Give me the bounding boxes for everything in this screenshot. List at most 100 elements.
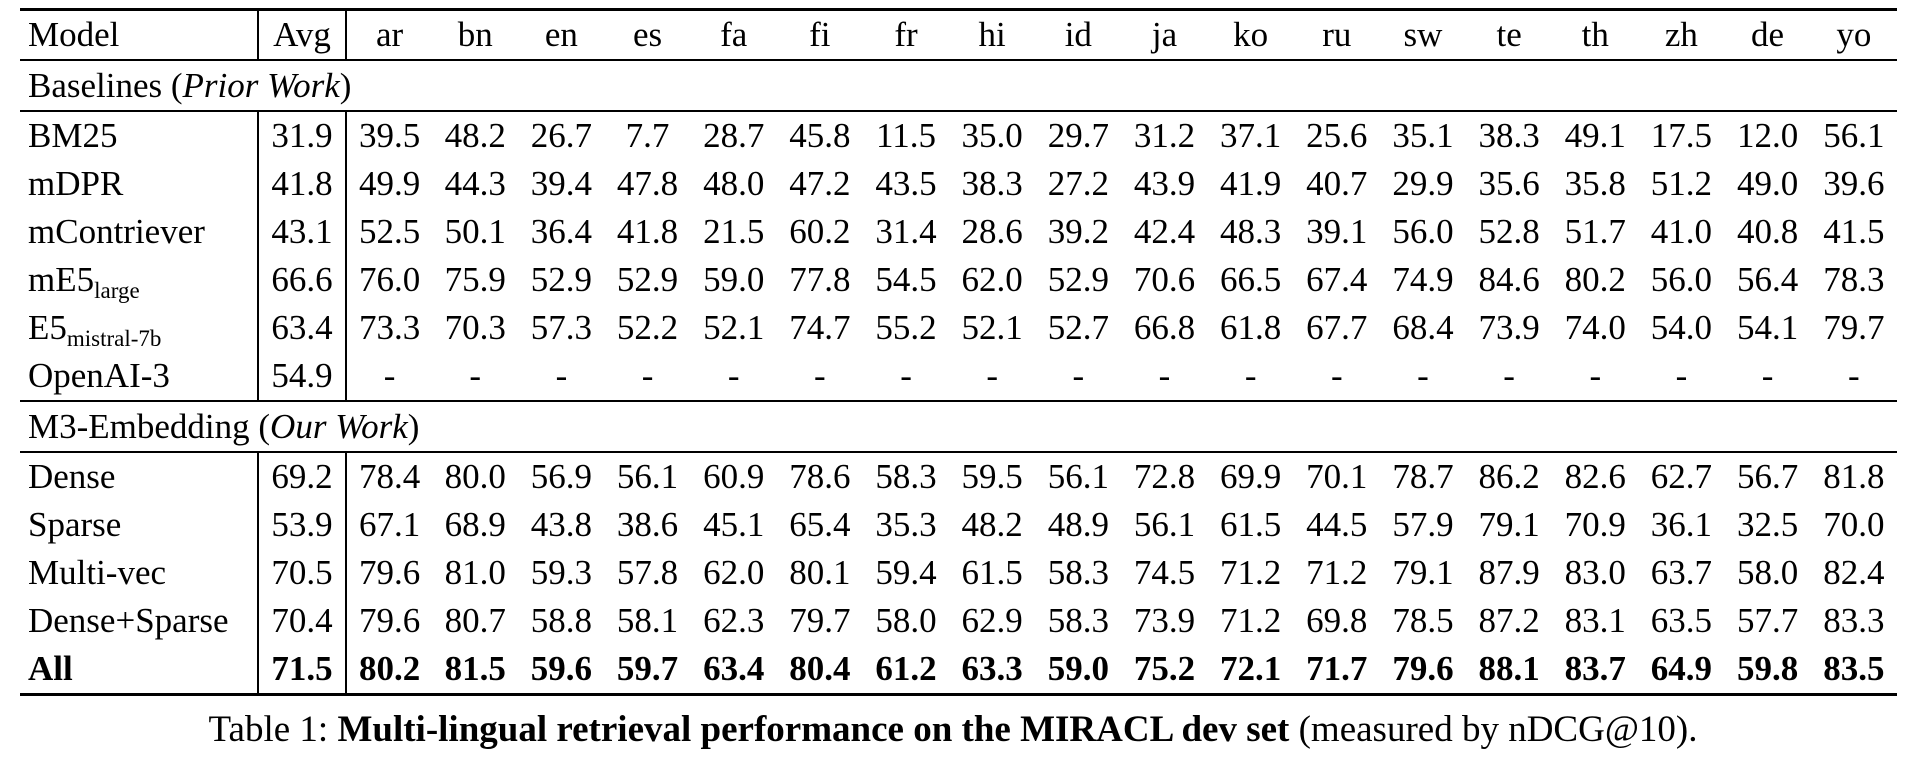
avg-cell: 31.9 [258,111,347,160]
table-body: Baselines (Prior Work) BM25 31.9 39.5 48.2 26… [20,60,1897,695]
score-cell-de: 56.7 [1736,457,1799,496]
score-cell-de: 56.4 [1736,260,1799,299]
table-row: Dense+Sparse 70.4 79.6 80.7 58.8 58.1 62.3 79.7… [20,597,1897,645]
avg-cell: 71.5 [258,645,347,695]
score-cell-zh: 36.1 [1650,505,1713,544]
score-cell-en: 56.9 [530,457,593,496]
header-avg: Avg [258,9,347,60]
score-cell-es: 52.9 [616,260,679,299]
header-lang-ru: ru [1322,15,1352,54]
table-row: mDPR 41.8 49.9 44.3 39.4 47.8 48.0 47.2 43.5 38.3… [20,160,1897,208]
model-cell: Dense+Sparse [20,597,259,645]
score-cell-hi: 38.3 [961,164,1023,203]
score-cell-yo: 83.5 [1823,649,1885,688]
score-cell-th: 80.2 [1564,260,1626,299]
score-cell-id: - [1072,356,1085,395]
header-lang-hi: hi [978,15,1006,54]
score-cell-zh: 51.2 [1650,164,1713,203]
model-cell: BM25 [20,111,259,160]
score-cell-fi: - [814,356,826,395]
header-lang-en: en [544,15,578,54]
table-row: All 71.5 80.2 81.5 59.6 59.7 63.4 80.4 61.2 63.3 5… [20,645,1897,695]
model-name: All [28,649,73,688]
score-cell-fa: 62.3 [703,601,765,640]
model-name: Multi-vec [28,553,167,592]
score-cell-fi: 45.8 [789,116,851,155]
score-cell-ko: 69.9 [1220,457,1282,496]
score-cell-de: 12.0 [1736,116,1799,155]
score-cell-zh: 64.9 [1650,649,1713,688]
score-cell-en: 26.7 [530,116,593,155]
model-cell: Dense [20,452,259,501]
score-cell-th: 35.8 [1564,164,1626,203]
score-cell-ru: 44.5 [1306,505,1368,544]
score-cell-fi: 60.2 [789,212,851,251]
score-cell-zh: 17.5 [1650,116,1713,155]
score-cell-ko: - [1244,356,1257,395]
section-row-1: M3-Embedding (Our Work) [20,401,1897,452]
score-cell-bn: 75.9 [444,260,506,299]
avg-cell: 41.8 [258,160,347,208]
model-name: Dense+Sparse [28,601,229,640]
section-title-suffix: ) [339,65,352,105]
score-cell-ar: 79.6 [358,553,421,592]
avg-cell: 70.5 [258,549,347,597]
score-cell-id: 52.7 [1047,308,1109,347]
avg-cell: 70.4 [258,597,347,645]
score-cell-ru: 70.1 [1306,457,1368,496]
score-cell-yo: 70.0 [1823,505,1885,544]
results-table: Model Avg ar bn en es fa fi fr hi id ja ko ru sw te th zh… [20,8,1897,696]
score-cell-fi: 74.7 [789,308,851,347]
score-cell-de: 59.8 [1736,649,1799,688]
score-cell-fr: 58.3 [875,457,937,496]
score-cell-fa: 45.1 [703,505,765,544]
score-cell-th: 83.7 [1564,649,1626,688]
score-cell-bn: 48.2 [444,116,506,155]
score-cell-ru: 67.4 [1306,260,1368,299]
score-cell-bn: 81.5 [444,649,506,688]
score-cell-en: 52.9 [530,260,593,299]
score-cell-fa: 52.1 [703,308,765,347]
header-lang-bn: bn [457,15,493,54]
score-cell-te: 86.2 [1478,457,1540,496]
score-cell-ru: 67.7 [1306,308,1368,347]
score-cell-de: - [1761,356,1774,395]
caption-bold-text: Multi-lingual retrieval performance on t… [337,709,1290,750]
score-cell-ar: 73.3 [358,308,421,347]
score-cell-yo: 39.6 [1823,164,1885,203]
section-row-0: Baselines (Prior Work) [20,60,1897,111]
score-cell-te: 88.1 [1478,649,1540,688]
score-cell-es: 47.8 [616,164,679,203]
score-cell-ru: 71.7 [1306,649,1368,688]
score-cell-ja: 75.2 [1133,649,1196,688]
score-cell-hi: 52.1 [961,308,1023,347]
score-cell-es: 7.7 [625,116,670,155]
model-cell: Multi-vec [20,549,259,597]
score-cell-hi: 59.5 [961,457,1023,496]
score-cell-sw: - [1417,356,1429,395]
score-cell-sw: 79.1 [1392,553,1454,592]
score-cell-ko: 72.1 [1220,649,1282,688]
score-cell-yo: 82.4 [1823,553,1885,592]
score-cell-th: 83.1 [1564,601,1626,640]
caption-suffix: (measured by nDCG@10). [1289,709,1698,750]
header-lang-te: te [1496,15,1522,54]
score-cell-en: 39.4 [530,164,593,203]
model-cell: mContriever [20,208,259,256]
score-cell-ja: 42.4 [1133,212,1196,251]
score-cell-fr: 58.0 [875,601,937,640]
score-cell-te: 79.1 [1478,505,1540,544]
score-cell-es: 56.1 [616,457,679,496]
score-cell-ru: 39.1 [1306,212,1368,251]
score-cell-de: 54.1 [1736,308,1799,347]
score-cell-id: 58.3 [1047,553,1109,592]
score-cell-id: 58.3 [1047,601,1109,640]
table-row: OpenAI-3 54.9- - - - - - - - - - - - - - - - - - [20,352,1897,401]
score-cell-en: 57.3 [530,308,593,347]
score-cell-id: 48.9 [1047,505,1109,544]
score-cell-ja: 74.5 [1133,553,1196,592]
score-cell-te: 52.8 [1478,212,1540,251]
model-name: mE5 [28,260,95,299]
score-cell-ar: 49.9 [358,164,421,203]
score-cell-bn: - [469,356,482,395]
